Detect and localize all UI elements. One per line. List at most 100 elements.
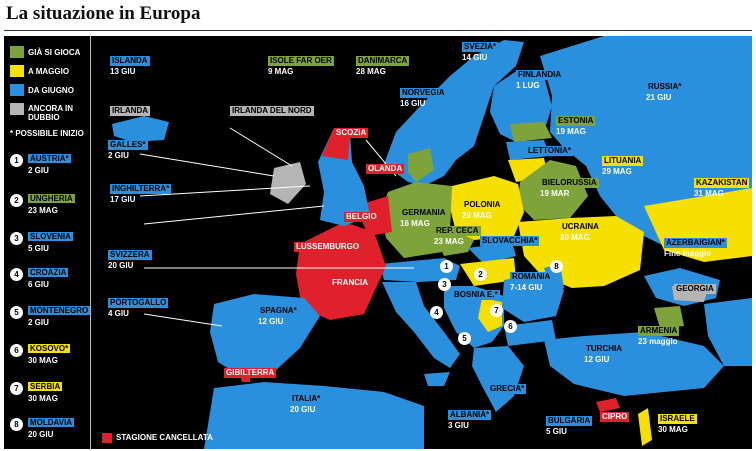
russia-shape [540,36,752,248]
legend-swatch-gray [10,103,24,115]
country-date: 1 LUG [516,81,540,90]
cancelled-label: STAGIONE CANCELLATA [116,433,213,443]
legend-country-5: MONTENEGRO [28,306,91,315]
country-name: PORTOGALLO [108,298,169,308]
country-date: 20 GIU [108,261,134,270]
legend-date-5: 2 GIU [28,318,49,327]
country-date: Fine maggio [664,249,712,258]
country-label: ESTONIA 19 MAG [556,116,596,137]
country-name: INGHILTERRA* [110,184,172,194]
israel-shape [638,408,652,446]
legend-number-8: 8 [10,418,23,431]
greece-shape [472,346,524,412]
legend-number-1: 1 [10,154,23,167]
leader-ireland [229,127,293,167]
country-date: 28 MAG [356,67,386,76]
legend-number-5: 5 [10,306,23,319]
legend-label-playing: GIÀ SI GIOCA [28,48,81,57]
country-label: BOSNIA E.* [452,290,500,300]
bulgaria-shape [504,320,556,346]
country-name: SPAGNA* [258,306,299,316]
leader-galles [139,185,311,197]
scandinavia-shape [384,40,524,186]
country-label: ROMANIA 7-14 GIU [510,272,553,293]
italy-shape [382,282,460,368]
country-label: IRLANDA [110,106,150,116]
north-africa-shape [204,382,424,449]
leader-portogallo [143,313,223,327]
country-label: NORVEGIA 16 GIU [400,88,447,109]
country-name: RUSSIA* [646,82,684,92]
country-label: REP. CECA 23 MAG [434,226,481,247]
country-label: RUSSIA* 21 GIU [646,82,684,103]
legend-country-1: AUSTRIA* [28,154,71,163]
country-name: SLOVACCHIA* [480,236,540,246]
legend-country-3: SLOVENIA [28,232,73,241]
country-date: 12 GIU [258,317,284,326]
country-label: IRLANDA DEL NORD [230,106,314,116]
east-shape [704,298,752,366]
page-title: La situazione in Europa [6,3,201,24]
country-label: DANIMARCA 28 MAG [356,56,410,77]
country-name: LITUANIA [602,156,644,166]
country-date: 23 MAG [434,237,464,246]
country-name: GALLES* [108,140,148,150]
country-label: FRANCIA [330,278,370,288]
legend-number-6: 6 [10,344,23,357]
cyprus-shape [596,398,620,412]
country-label: SPAGNA* 12 GIU [258,306,299,327]
legend-number-4: 4 [10,268,23,281]
country-name: LETTONIA* [526,146,573,156]
country-name: ISOLE FAR OER [268,56,334,66]
country-label: ISOLE FAR OER 9 MAG [268,56,334,77]
country-name: GERMANIA [400,208,448,218]
country-date: 29 MAG [602,167,632,176]
map-marker-4: 4 [430,306,443,319]
country-label: UCRAINA 30 MAG [560,222,601,243]
country-date: 2 GIU [108,151,129,160]
country-name: FRANCIA [330,278,370,288]
legend-number-3: 3 [10,232,23,245]
legend-number-2: 2 [10,194,23,207]
map-marker-6: 6 [504,320,517,333]
legend-swatch-blue [10,84,24,96]
country-name: ARMENIA [638,326,680,336]
country-name: BOSNIA E.* [452,290,500,300]
country-date: 13 GIU [110,67,136,76]
legend: GIÀ SI GIOCA A MAGGIO DA GIUGNO ANCORA I… [4,36,91,449]
country-date: 5 GIU [546,427,567,436]
country-name: GRECIA* [488,384,527,394]
legend-country-2: UNGHERIA [28,194,75,203]
country-date: 19 MAR [540,189,570,198]
iceland-shape [112,116,169,142]
denmark-shape [408,148,434,182]
legend-country-6: KOSOVO* [28,344,71,353]
country-label: ITALIA* 20 GIU [290,394,323,415]
country-name: LUSSEMBURGO [294,242,362,252]
legend-country-7: SERBIA [28,382,63,391]
country-label: LETTONIA* [526,146,573,156]
country-date: 12 GIU [584,355,610,364]
country-date: 30 MAG [560,233,590,242]
map-marker-3: 3 [438,278,451,291]
turkey-shape [544,332,724,396]
legend-date-6: 30 MAG [28,356,58,365]
country-name: IRLANDA DEL NORD [230,106,314,116]
country-name: KAZAKISTAN [694,178,750,188]
country-date: 20 GIU [290,405,316,414]
country-date: 31 MAG [694,189,724,198]
country-name: GIBILTERRA [224,368,277,378]
country-name: SVIZZERA [108,250,152,260]
country-date: 19 MAG [556,127,586,136]
country-label: SVEZIA* 14 GIU [462,42,499,63]
legend-date-3: 5 GIU [28,244,49,253]
leader-inghilterra [143,205,325,225]
country-name: POLONIA [462,200,503,210]
country-name: FINLANDIA [516,70,564,80]
country-name: ESTONIA [556,116,596,126]
country-date: 30 MAG [658,425,688,434]
country-date: 3 GIU [448,421,469,430]
country-label: GERMANIA 16 MAG [400,208,448,229]
map-marker-1: 1 [440,260,453,273]
country-label: LITUANIA 29 MAG [602,156,644,177]
